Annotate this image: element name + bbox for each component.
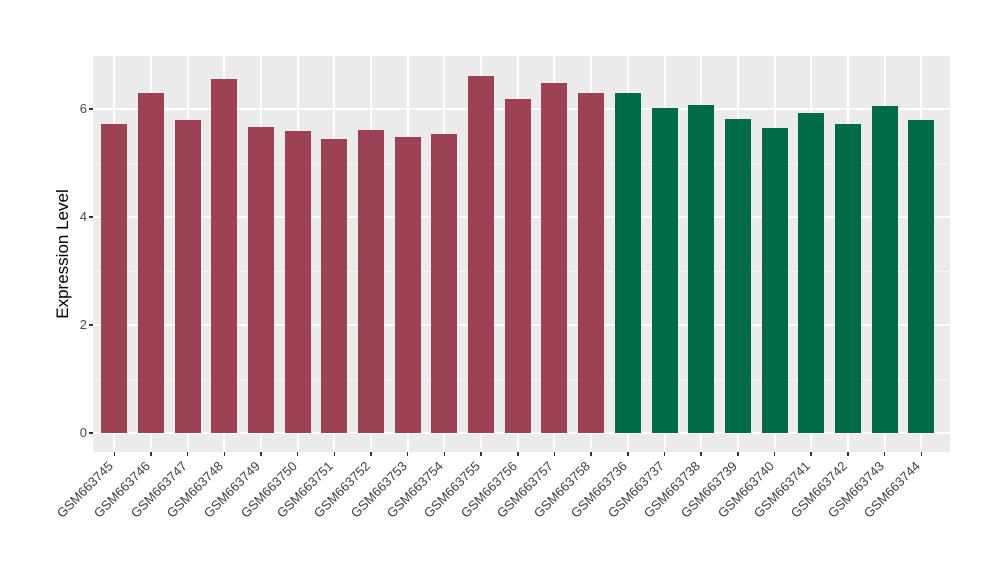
- y-tick-label-0: 0: [79, 425, 87, 440]
- x-tick-mark: [443, 452, 446, 456]
- x-tick-mark: [517, 452, 519, 456]
- bar-GSM663747: [174, 119, 201, 433]
- y-tick-mark-6: [89, 108, 93, 110]
- bar-GSM663739: [724, 119, 751, 433]
- bar-GSM663741: [798, 113, 825, 433]
- gridline-major-y0: [93, 432, 950, 434]
- bar-GSM663749: [248, 126, 275, 433]
- y-tick-label-4: 4: [79, 209, 87, 224]
- x-tick-mark: [553, 452, 556, 456]
- x-tick-mark: [186, 452, 189, 456]
- x-tick-mark: [773, 452, 776, 456]
- x-tick-mark: [590, 452, 592, 456]
- bar-GSM663748: [211, 79, 238, 433]
- bar-GSM663756: [504, 99, 531, 433]
- bar-GSM663757: [541, 83, 568, 433]
- x-tick-mark: [370, 452, 372, 456]
- bar-GSM663755: [468, 76, 495, 433]
- y-tick-mark-4: [89, 216, 93, 218]
- bar-GSM663750: [284, 131, 311, 433]
- x-tick-mark: [810, 452, 812, 456]
- x-tick-mark: [700, 452, 702, 456]
- x-tick-mark: [113, 452, 116, 456]
- x-tick-mark: [223, 452, 226, 456]
- bar-GSM663738: [688, 105, 715, 433]
- bar-GSM663746: [137, 92, 164, 433]
- bar-GSM663742: [834, 123, 861, 433]
- plot-panel: [93, 56, 950, 452]
- x-tick-mark: [663, 452, 666, 456]
- bar-GSM663743: [871, 105, 898, 433]
- x-tick-mark: [920, 452, 922, 456]
- x-tick-mark: [737, 452, 739, 456]
- x-tick-mark: [260, 452, 262, 456]
- x-tick-mark: [627, 452, 629, 456]
- bar-GSM663758: [578, 93, 605, 433]
- x-tick-mark: [150, 452, 152, 456]
- x-tick-mark: [333, 452, 336, 456]
- y-tick-mark-0: [89, 432, 93, 434]
- y-tick-label-2: 2: [79, 317, 87, 332]
- bar-GSM663736: [614, 92, 641, 433]
- bar-GSM663740: [761, 128, 788, 433]
- y-tick-label-6: 6: [79, 101, 87, 116]
- x-tick-mark: [847, 452, 849, 456]
- y-tick-mark-2: [89, 324, 93, 326]
- bar-GSM663744: [908, 119, 935, 433]
- x-tick-mark: [480, 452, 482, 456]
- bar-GSM663745: [101, 123, 128, 433]
- x-tick-mark: [296, 452, 299, 456]
- bar-GSM663752: [358, 130, 385, 433]
- bar-GSM663751: [321, 139, 348, 433]
- bar-GSM663754: [431, 133, 458, 433]
- bar-GSM663737: [651, 108, 678, 433]
- x-tick-mark: [883, 452, 886, 456]
- x-tick-mark: [406, 452, 409, 456]
- bar-GSM663753: [394, 137, 421, 433]
